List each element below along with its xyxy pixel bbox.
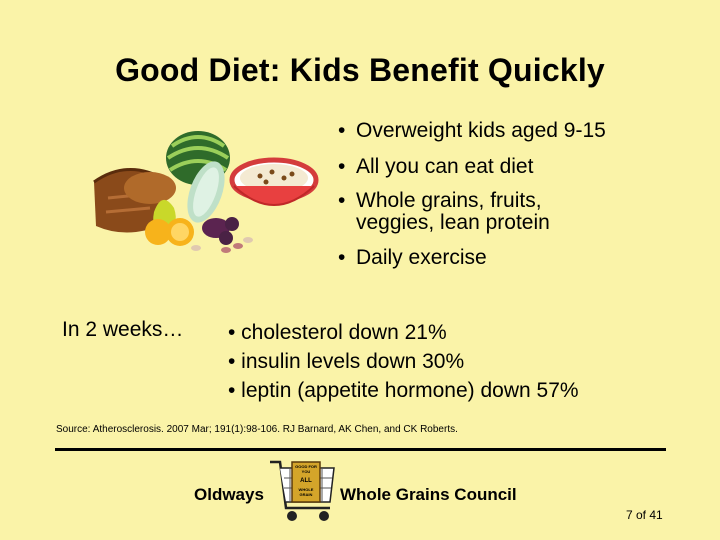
result-item: • insulin levels down 30% — [228, 350, 465, 373]
bullet-marker: • — [338, 155, 346, 178]
stamp-text: ALL — [300, 478, 312, 484]
bullet-marker: • — [338, 189, 346, 212]
source-citation: Source: Atherosclerosis. 2007 Mar; 191(1… — [56, 424, 458, 435]
bullet-marker: • — [338, 246, 346, 269]
benefit-bullets: • Overweight kids aged 9-15 • All you can … — [338, 118, 606, 281]
oldways-label: Oldways — [194, 485, 264, 504]
result-item: • cholesterol down 21% — [228, 321, 447, 344]
divider — [55, 448, 666, 451]
food-illustration — [93, 131, 319, 253]
bullet-item: • All you can eat diet — [338, 155, 534, 178]
stamp-text: GRAIN — [300, 492, 313, 497]
stamp-text: GOOD FOR — [295, 464, 317, 469]
results-lead: In 2 weeks… — [62, 318, 184, 341]
whole-grain-stamp-cart-icon: GOOD FOR YOU ALL WHOLE GRAIN — [270, 460, 335, 521]
whole-grains-council-label: Whole Grains Council — [340, 485, 517, 504]
bullet-item: • Overweight kids aged 9-15 — [338, 119, 606, 142]
bullet-item: • Daily exercise — [338, 246, 487, 269]
bullet-item: • Whole grains, fruits, veggies, lean pro… — [338, 189, 550, 234]
bullet-marker: • — [338, 119, 346, 142]
slide-title: Good Diet: Kids Benefit Quickly — [115, 52, 605, 88]
page-number: 7 of 41 — [626, 508, 663, 522]
results-list: • cholesterol down 21% • insulin levels … — [228, 318, 579, 405]
stamp-text: YOU — [302, 469, 311, 474]
stamp-text: WHOLE — [299, 487, 314, 492]
result-item: • leptin (appetite hormone) down 57% — [228, 379, 579, 402]
